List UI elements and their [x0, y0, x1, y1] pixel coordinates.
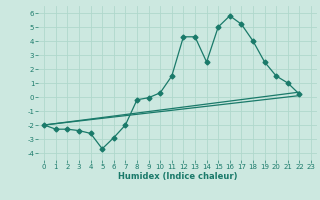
X-axis label: Humidex (Indice chaleur): Humidex (Indice chaleur) [118, 172, 237, 181]
